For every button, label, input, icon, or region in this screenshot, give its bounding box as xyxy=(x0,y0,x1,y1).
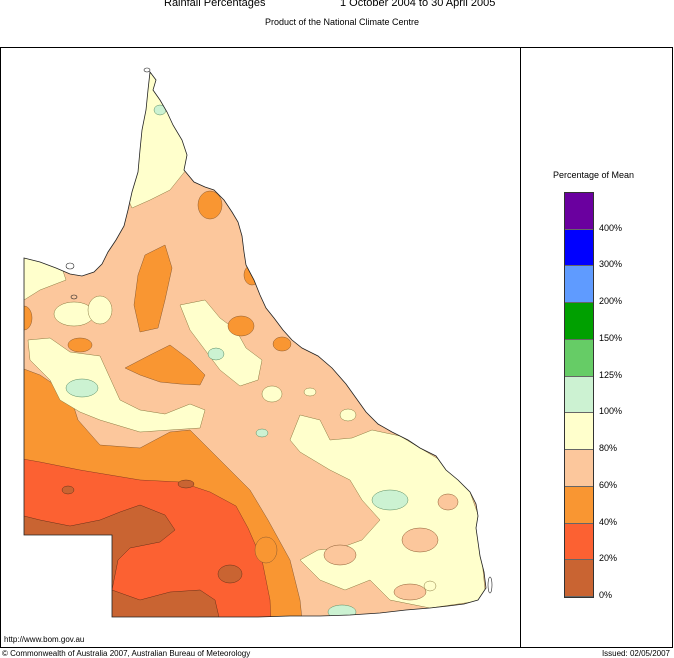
legend-label: 0% xyxy=(599,590,613,600)
island xyxy=(143,67,151,73)
legend-label: 40% xyxy=(599,516,618,527)
legend-swatch-125pct xyxy=(565,339,593,377)
island xyxy=(65,262,75,270)
island xyxy=(487,576,493,594)
legend-swatch-60pct xyxy=(565,450,593,487)
legend-swatch-400pct xyxy=(565,193,593,230)
legend-swatch-200pct xyxy=(565,266,593,304)
legend-swatch-150pct xyxy=(565,303,593,340)
frame-divider xyxy=(520,47,521,648)
zone-80-100-gulf xyxy=(27,337,206,433)
legend-title: Percentage of Mean xyxy=(553,170,635,180)
legend-label: 150% xyxy=(599,332,623,343)
map-title: Rainfall Percentages 1 October 2004 to 3… xyxy=(150,0,550,13)
island xyxy=(70,294,78,300)
source-url[interactable]: http://www.bom.gov.au xyxy=(4,635,85,644)
legend-swatch-20pct xyxy=(565,523,593,561)
legend-swatch-100pct xyxy=(565,376,593,414)
queensland-outline xyxy=(23,70,487,618)
legend-label: 60% xyxy=(599,479,618,490)
copyright-text: © Commonwealth of Australia 2007, Austra… xyxy=(2,649,251,658)
legend-label: 300% xyxy=(599,259,623,270)
period-text: 1 October 2004 to 30 April 2005 xyxy=(340,0,496,9)
zone-40-60-gulf xyxy=(133,244,173,333)
legend-label: 20% xyxy=(599,553,618,564)
legend-label: 200% xyxy=(599,296,623,307)
legend-colorbar xyxy=(564,192,594,598)
rainfall-map xyxy=(23,67,493,618)
legend-label: 400% xyxy=(599,222,623,233)
legend-label: 125% xyxy=(599,369,623,380)
legend-label: 80% xyxy=(599,443,618,454)
issued-date: Issued: 02/05/2007 xyxy=(601,649,670,658)
legend-swatch-300pct xyxy=(565,229,593,267)
title-text: Rainfall Percentages xyxy=(164,0,266,9)
legend-swatch-40pct xyxy=(565,486,593,524)
map-frame xyxy=(0,47,673,648)
legend-label: 100% xyxy=(599,406,623,417)
map-subtitle: Product of the National Climate Centre xyxy=(264,17,420,27)
legend-swatch-0pct xyxy=(565,560,593,597)
legend-swatch-80pct xyxy=(565,413,593,451)
